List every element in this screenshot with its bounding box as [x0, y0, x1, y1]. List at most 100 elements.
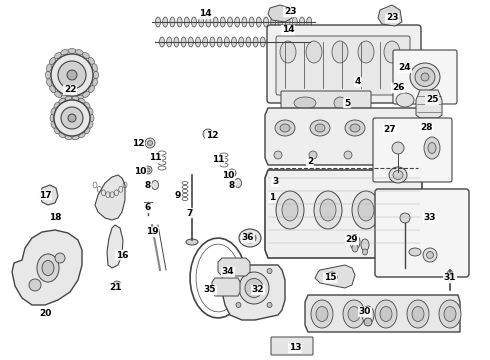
Ellipse shape	[231, 37, 237, 47]
FancyBboxPatch shape	[267, 25, 421, 103]
Ellipse shape	[42, 261, 54, 275]
Ellipse shape	[236, 269, 241, 274]
Ellipse shape	[375, 300, 397, 328]
Text: 26: 26	[392, 84, 404, 93]
Ellipse shape	[210, 37, 215, 47]
Ellipse shape	[350, 124, 360, 132]
Ellipse shape	[68, 49, 76, 54]
Ellipse shape	[239, 229, 261, 247]
Ellipse shape	[59, 98, 65, 103]
Ellipse shape	[327, 272, 337, 282]
Text: 27: 27	[384, 126, 396, 135]
Ellipse shape	[282, 199, 298, 221]
Ellipse shape	[390, 191, 418, 229]
Ellipse shape	[409, 248, 421, 256]
Ellipse shape	[352, 191, 380, 229]
Text: 3: 3	[272, 177, 278, 186]
Text: 14: 14	[198, 9, 211, 18]
Text: 36: 36	[242, 234, 254, 243]
Text: 23: 23	[386, 13, 398, 22]
Ellipse shape	[280, 41, 296, 63]
Text: 9: 9	[175, 190, 181, 199]
Ellipse shape	[75, 95, 83, 100]
Ellipse shape	[393, 171, 403, 180]
Ellipse shape	[314, 191, 342, 229]
Ellipse shape	[270, 17, 276, 27]
Ellipse shape	[239, 37, 244, 47]
Ellipse shape	[334, 97, 346, 109]
Ellipse shape	[67, 70, 77, 80]
Text: 6: 6	[145, 203, 151, 212]
Ellipse shape	[296, 37, 301, 47]
Text: 32: 32	[252, 285, 264, 294]
Ellipse shape	[113, 281, 121, 289]
Ellipse shape	[384, 41, 400, 63]
Ellipse shape	[49, 57, 56, 64]
Text: 25: 25	[426, 95, 438, 104]
Ellipse shape	[280, 124, 290, 132]
Text: 8: 8	[145, 180, 151, 189]
Ellipse shape	[54, 128, 59, 134]
Ellipse shape	[246, 37, 251, 47]
Ellipse shape	[79, 98, 85, 103]
Ellipse shape	[82, 53, 90, 59]
Ellipse shape	[311, 300, 333, 328]
Ellipse shape	[267, 269, 272, 274]
Ellipse shape	[242, 17, 247, 27]
Text: 21: 21	[109, 284, 121, 292]
Ellipse shape	[264, 17, 269, 27]
Text: 11: 11	[212, 156, 224, 165]
Ellipse shape	[177, 17, 182, 27]
Polygon shape	[12, 230, 82, 305]
Ellipse shape	[364, 318, 372, 326]
Ellipse shape	[203, 37, 208, 47]
Ellipse shape	[282, 37, 287, 47]
Ellipse shape	[196, 37, 200, 47]
Ellipse shape	[389, 167, 407, 183]
Ellipse shape	[181, 37, 186, 47]
Ellipse shape	[51, 54, 93, 96]
Ellipse shape	[46, 71, 50, 79]
Ellipse shape	[396, 199, 412, 221]
Polygon shape	[315, 265, 355, 288]
Ellipse shape	[224, 37, 229, 47]
Ellipse shape	[396, 93, 414, 107]
Ellipse shape	[410, 63, 440, 91]
Ellipse shape	[274, 151, 282, 159]
Ellipse shape	[235, 17, 240, 27]
Ellipse shape	[332, 41, 348, 63]
Ellipse shape	[421, 73, 429, 81]
Ellipse shape	[352, 244, 358, 252]
Text: 20: 20	[39, 309, 51, 318]
Ellipse shape	[316, 306, 328, 321]
Ellipse shape	[306, 41, 322, 63]
Ellipse shape	[236, 302, 241, 307]
Text: 8: 8	[229, 180, 235, 189]
Polygon shape	[212, 278, 240, 296]
Ellipse shape	[82, 91, 90, 98]
Ellipse shape	[51, 121, 55, 128]
Ellipse shape	[79, 133, 85, 138]
Ellipse shape	[92, 64, 98, 72]
Ellipse shape	[320, 199, 336, 221]
Text: 12: 12	[206, 131, 218, 140]
Text: 13: 13	[289, 343, 301, 352]
Polygon shape	[218, 258, 250, 276]
Ellipse shape	[256, 17, 261, 27]
FancyBboxPatch shape	[373, 118, 452, 182]
Ellipse shape	[362, 306, 374, 324]
Text: 19: 19	[146, 228, 158, 237]
Ellipse shape	[72, 136, 79, 140]
Text: 33: 33	[424, 213, 436, 222]
Ellipse shape	[350, 234, 360, 249]
Text: 15: 15	[324, 274, 336, 283]
Ellipse shape	[188, 37, 193, 47]
Text: 34: 34	[221, 267, 234, 276]
Ellipse shape	[428, 143, 436, 153]
Ellipse shape	[380, 120, 400, 136]
Polygon shape	[378, 5, 402, 26]
Ellipse shape	[358, 41, 374, 63]
Ellipse shape	[61, 107, 83, 129]
Ellipse shape	[37, 254, 59, 282]
Ellipse shape	[293, 17, 297, 27]
